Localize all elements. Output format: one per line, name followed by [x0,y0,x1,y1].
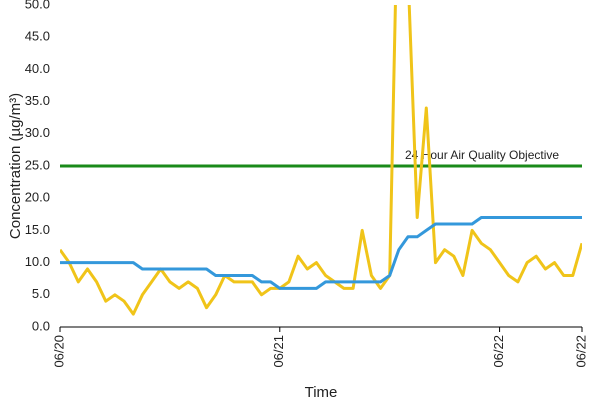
x-tick-label: 06/22 [573,335,588,368]
data-line [60,216,582,290]
y-tick-label: 45.0 [25,29,50,44]
y-tick-label: 5.0 [32,286,50,301]
data-line [60,5,582,316]
x-tick-label: 06/21 [271,335,286,368]
y-tick-label: 10.0 [25,254,50,269]
x-tick-label: 06/22 [491,335,506,368]
y-tick-label: 25.0 [25,157,50,172]
y-tick-label: 40.0 [25,61,50,76]
y-tick-label: 50.0 [25,0,50,11]
y-tick-label: 0.0 [32,318,50,333]
y-axis-label: Concentration (µg/m³) [7,93,24,239]
y-tick-label: 30.0 [25,125,50,140]
y-tick-label: 20.0 [25,190,50,205]
x-axis-label: Time [305,384,338,400]
x-tick-label: 06/20 [51,335,66,368]
y-tick-label: 15.0 [25,222,50,237]
objective-label: 24 Hour Air Quality Objective [405,148,559,162]
y-tick-label: 35.0 [25,93,50,108]
